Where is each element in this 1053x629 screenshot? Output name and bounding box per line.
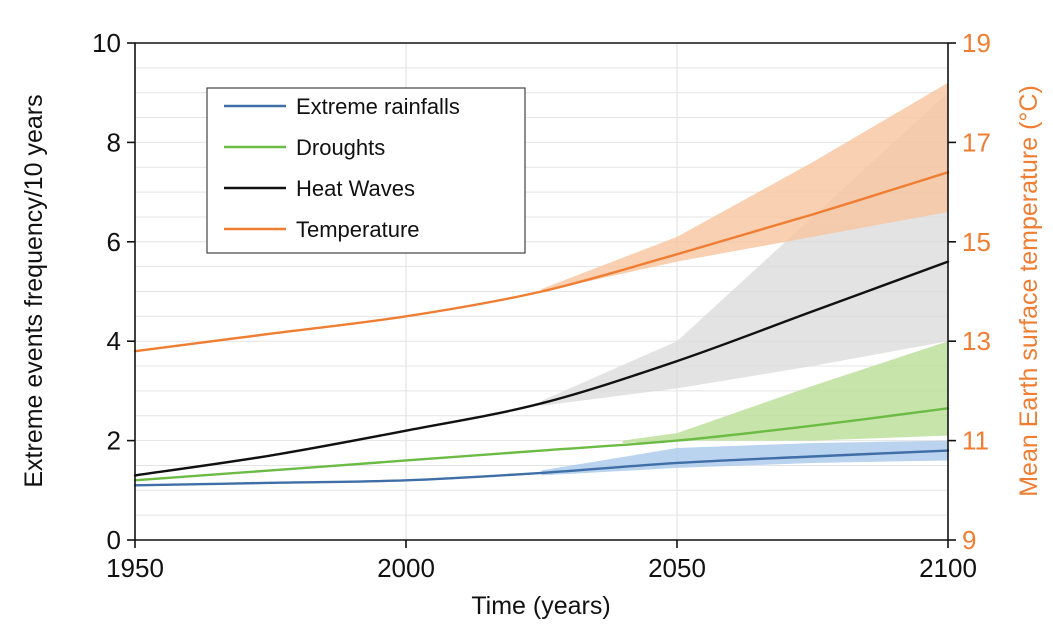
- legend-label-temp: Temperature: [296, 217, 420, 242]
- ticks: 0 2 4 6 8 10 9 11 13 15 17 19 1950 2000 2050 2100: [92, 28, 991, 583]
- y-axis-title: Extreme events frequency/10 years: [20, 94, 48, 487]
- x-tick-label: 2100: [919, 553, 977, 583]
- series-lines: [133, 171, 950, 487]
- heat-uncertainty-band: [541, 92, 948, 406]
- y-tick-label: 4: [107, 326, 121, 356]
- legend-label-drought: Droughts: [296, 135, 385, 160]
- y-tick-label: 2: [107, 426, 121, 456]
- y-tick-label: 8: [107, 127, 121, 157]
- drought-series-line: [133, 407, 950, 482]
- y-tick-label: 10: [92, 28, 121, 58]
- legend-label-rain: Extreme rainfalls: [296, 94, 460, 119]
- y2-tick-label: 15: [962, 227, 991, 257]
- drought-uncertainty-band: [622, 341, 948, 444]
- y2-tick-label: 13: [962, 326, 991, 356]
- x-tick-label: 1950: [106, 553, 164, 583]
- x-tick-label: 2050: [648, 553, 706, 583]
- legend: Extreme rainfalls Droughts Heat Waves Tempe…: [206, 87, 526, 254]
- axes: [134, 42, 949, 541]
- y2-tick-label: 17: [962, 127, 991, 157]
- temp-series-line: [133, 171, 950, 353]
- rain-uncertainty-band: [541, 440, 948, 476]
- legend-label-heat: Heat Waves: [296, 176, 415, 201]
- temp-uncertainty-band: [541, 82, 948, 292]
- x-axis-title: Time (years): [471, 592, 610, 620]
- y2-tick-label: 9: [962, 525, 976, 555]
- heat-series-line: [133, 260, 950, 477]
- y-tick-label: 6: [107, 227, 121, 257]
- y2-axis-title: Mean Earth surface temperature (°C): [1015, 85, 1043, 497]
- rain-series-line: [133, 449, 950, 487]
- y-tick-label: 0: [107, 525, 121, 555]
- x-tick-label: 2000: [377, 553, 435, 583]
- legend-box: [206, 87, 526, 254]
- y2-tick-label: 11: [962, 426, 989, 456]
- uncertainty-bands: [541, 82, 948, 476]
- y2-tick-label: 19: [962, 28, 991, 58]
